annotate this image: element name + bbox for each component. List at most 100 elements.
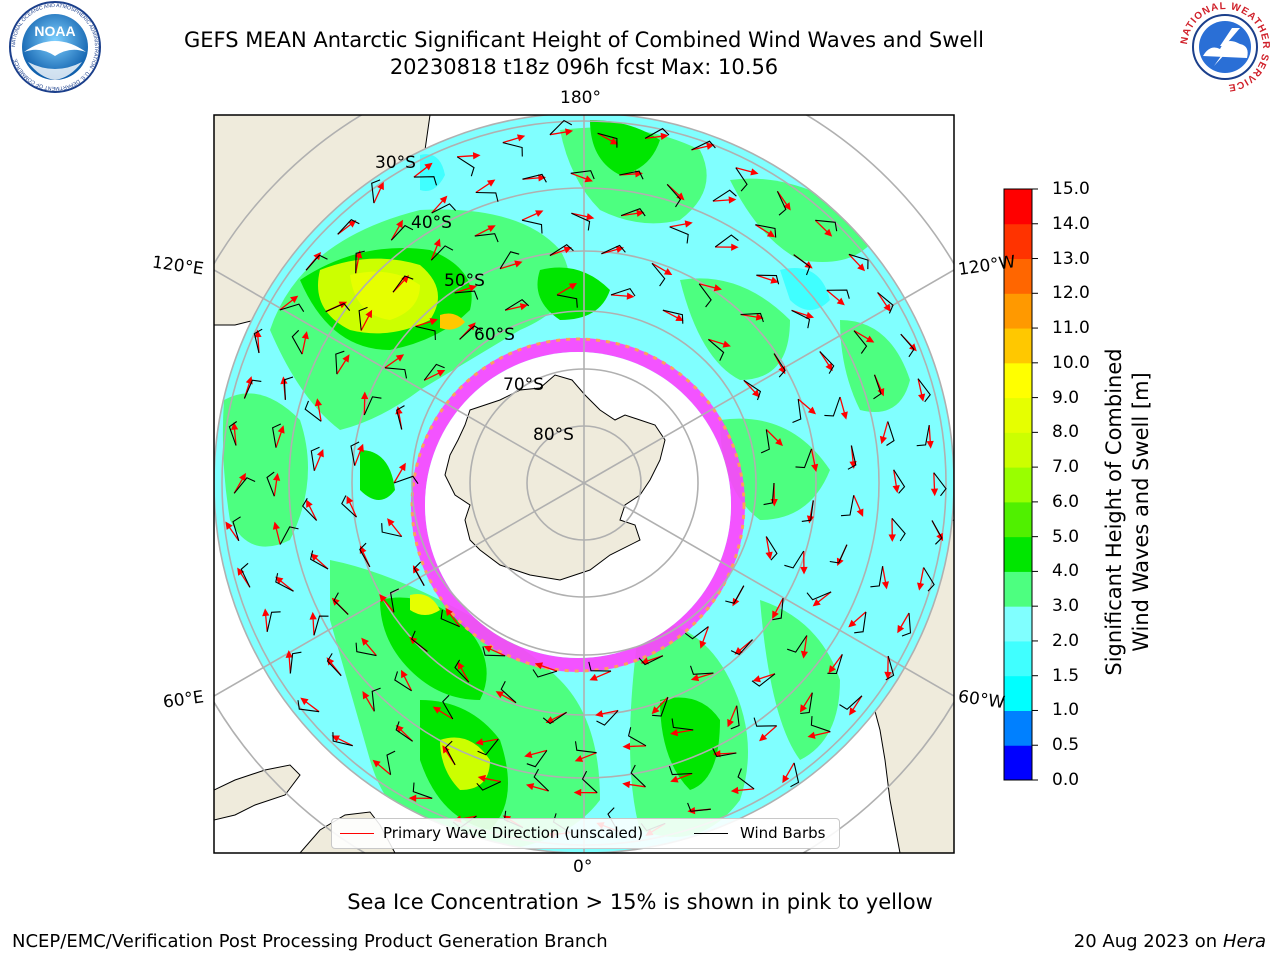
wind-barb — [800, 692, 813, 715]
wave-arrow — [361, 637, 377, 657]
wind-barb — [454, 290, 479, 300]
wave-arrow — [360, 309, 373, 331]
colorbar-band — [1004, 536, 1032, 572]
wind-barb — [597, 132, 618, 148]
wind-barb — [827, 654, 843, 675]
wave-arrow — [877, 292, 891, 312]
wave-arrow — [337, 220, 357, 235]
colorbar-tick-label: 15.0 — [1052, 179, 1090, 199]
colorbar-tick-label: 5.0 — [1052, 526, 1080, 547]
lat-label-40s: 40°S — [411, 213, 452, 233]
wave-arrow — [589, 670, 612, 681]
wave-arrow — [230, 422, 239, 446]
wind-barb — [638, 655, 664, 666]
wind-barb — [445, 740, 456, 766]
wind-barb — [228, 421, 238, 446]
wave-arrow — [445, 607, 461, 627]
wind-barb — [266, 611, 281, 632]
wave-arrow — [699, 283, 722, 292]
wind-barb — [801, 500, 814, 522]
wave-arrow — [799, 692, 813, 713]
colorbar-tick-label: 1.0 — [1052, 700, 1080, 721]
colorbar-band — [1004, 258, 1032, 294]
wind-barb — [916, 425, 930, 447]
wind-barb — [668, 765, 693, 776]
wave-arrow — [272, 472, 281, 497]
wind-barb — [289, 651, 302, 674]
wave-arrow — [807, 731, 831, 739]
wind-barb — [412, 782, 433, 799]
wind-barb — [735, 167, 748, 192]
wind-barb — [499, 251, 520, 270]
wave-arrow — [651, 262, 673, 276]
wind-barb — [411, 630, 428, 652]
wind-barb — [730, 705, 740, 730]
wind-barb — [793, 254, 811, 276]
wind-barb — [500, 680, 517, 704]
wind-barb — [413, 176, 438, 186]
colorbar-band — [1004, 501, 1032, 538]
wind-barb — [669, 226, 689, 244]
wind-barb — [482, 646, 506, 657]
wind-barb — [848, 253, 869, 270]
wind-barb — [386, 750, 396, 775]
wave-arrow — [828, 654, 843, 674]
wave-arrow — [853, 330, 875, 343]
wind-barb — [313, 615, 329, 636]
wave-arrow — [819, 351, 833, 372]
wind-barb — [333, 592, 349, 615]
map-frame — [213, 114, 955, 854]
wind-barb — [371, 179, 381, 204]
wind-barb — [570, 170, 595, 180]
wind-barb — [601, 244, 626, 255]
colorbar-tick-label: 14.0 — [1052, 213, 1090, 234]
wind-barb — [893, 469, 906, 494]
wind-barb — [795, 448, 813, 469]
wind-barb — [853, 330, 868, 354]
wind-barb — [430, 245, 454, 261]
wave-arrow — [574, 752, 597, 762]
wave-arrow — [735, 167, 759, 176]
wave-arrow — [393, 462, 406, 484]
wave-arrow — [755, 224, 776, 238]
wave-arrow — [387, 518, 403, 537]
wave-arrow — [669, 220, 693, 228]
wave-arrow — [595, 709, 619, 718]
colorbar-band — [1004, 432, 1032, 468]
wave-arrow — [892, 469, 900, 494]
wind-barb — [687, 802, 711, 812]
wave-arrow — [454, 284, 478, 294]
colorbar-tick-label: 1.5 — [1052, 665, 1080, 686]
wave-arrow — [759, 725, 778, 742]
wave-arrow — [379, 594, 395, 613]
wave-arrow — [797, 398, 817, 415]
nws-logo: NATIONAL WEATHER SERVICE — [1179, 1, 1270, 93]
wind-barb — [350, 441, 360, 466]
wave-arrow — [395, 724, 414, 742]
wave-arrow — [571, 212, 595, 221]
vector-layer — [225, 119, 947, 838]
wind-barb — [885, 655, 895, 681]
wind-barb — [232, 516, 241, 541]
colorbar-tick-label: 0.0 — [1052, 770, 1080, 790]
wind-barb — [358, 306, 368, 331]
colorbar-band — [1004, 675, 1032, 711]
wind-barb — [666, 184, 682, 208]
wind-barb — [574, 741, 597, 754]
wave-arrow — [499, 260, 523, 270]
wind-barb — [877, 292, 894, 314]
wave-arrow — [457, 661, 470, 683]
wind-barb — [415, 325, 436, 341]
sea-ice-caption: Sea Ice Concentration > 15% is shown in … — [347, 890, 933, 914]
lon-label-0: 0° — [573, 857, 593, 877]
colorbar-band — [1004, 710, 1032, 746]
wind-barb — [708, 338, 725, 361]
lon-label-180: 180° — [560, 88, 601, 108]
wave-arrow — [502, 134, 526, 144]
wind-barb — [753, 717, 777, 727]
wind-barb — [689, 665, 714, 675]
wind-barb — [395, 721, 413, 742]
wave-arrow — [839, 396, 848, 420]
colorbar — [1003, 188, 1038, 781]
wave-arrow — [549, 128, 574, 136]
